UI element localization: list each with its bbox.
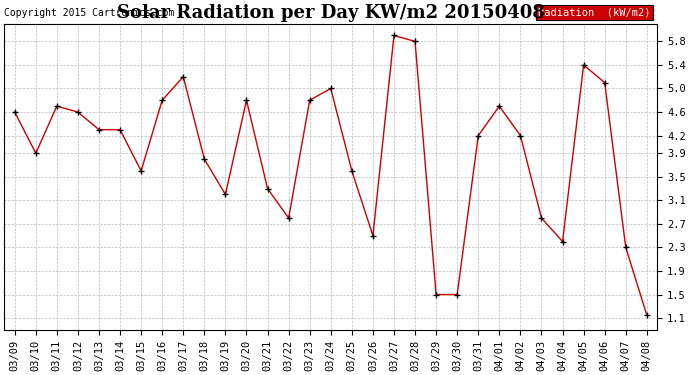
Text: Radiation  (kW/m2): Radiation (kW/m2) (538, 8, 651, 18)
Title: Solar Radiation per Day KW/m2 20150408: Solar Radiation per Day KW/m2 20150408 (117, 4, 544, 22)
Text: Copyright 2015 Cartronics.com: Copyright 2015 Cartronics.com (4, 8, 175, 18)
